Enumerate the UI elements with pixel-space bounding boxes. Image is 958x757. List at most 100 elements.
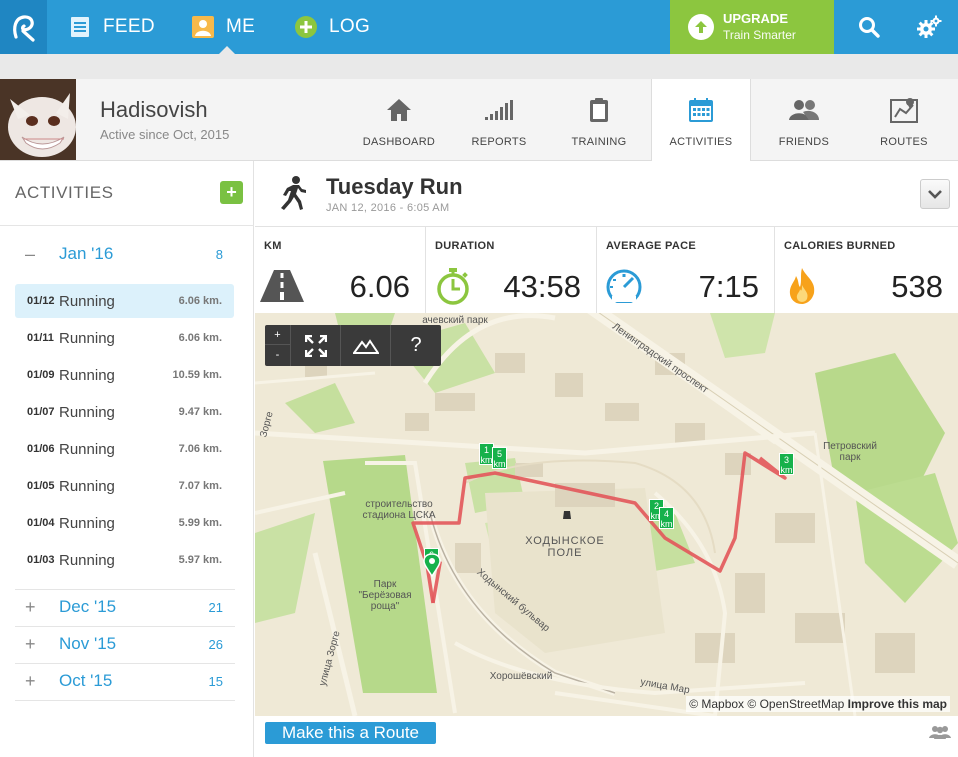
km-marker-unit: km [780, 465, 793, 475]
mountain-icon [352, 338, 379, 354]
search-button[interactable] [845, 0, 893, 54]
route-map-icon [854, 95, 954, 125]
activity-distance: 7.07 km. [178, 480, 222, 492]
activity-type: Running [59, 477, 115, 495]
stat-pace: AVERAGE PACE 7:15 [597, 227, 775, 313]
activity-date: 01/03 [27, 554, 55, 566]
activities-sidebar: ACTIVITIES + – Jan '16 8 01/12 Running 6… [0, 161, 254, 757]
fullscreen-icon [304, 334, 327, 357]
clipboard-icon [549, 95, 649, 125]
nav-log[interactable]: LOG [295, 0, 370, 54]
map-label: ачевский парк [422, 315, 488, 326]
active-nav-caret [219, 46, 235, 54]
activity-row[interactable]: 01/04 Running 5.99 km. [15, 506, 234, 540]
activity-options-button[interactable] [920, 179, 950, 209]
route-map[interactable]: ачевский парк строительство стадиона ЦСК… [255, 313, 958, 716]
activity-date: 01/04 [27, 517, 55, 529]
terrain-button[interactable] [341, 325, 391, 366]
month-row-oct-15[interactable]: + Oct '15 15 [15, 663, 235, 699]
tab-friends[interactable]: FRIENDS [754, 79, 854, 160]
activity-time: 6:05 AM [406, 202, 450, 214]
runner-icon [275, 175, 309, 211]
tab-activities[interactable]: ACTIVITIES [651, 79, 751, 161]
month-row-nov-15[interactable]: + Nov '15 26 [15, 626, 235, 662]
tab-dashboard[interactable]: DASHBOARD [349, 79, 449, 160]
activity-type: Running [59, 514, 115, 532]
separator: - [399, 202, 404, 214]
activity-type: Running [59, 329, 115, 347]
activity-date: 01/06 [27, 443, 55, 455]
month-count: 26 [208, 636, 223, 652]
top-nav: FEED ME LOG UPGRADE Train Smarter [0, 0, 958, 54]
attribution-osm[interactable]: © OpenStreetMap [747, 697, 845, 711]
stat-value: 6.06 [349, 269, 410, 304]
month-label: Oct '15 [59, 671, 113, 690]
tab-training-label: TRAINING [571, 136, 627, 148]
activity-header: Tuesday Run JAN 12, 2016 - 6:05 AM [255, 161, 958, 227]
upgrade-subtitle: Train Smarter [723, 28, 796, 42]
activity-row[interactable]: 01/07 Running 9.47 km. [15, 395, 234, 429]
feed-icon [69, 16, 91, 38]
stat-value: 43:58 [503, 269, 581, 304]
nav-me[interactable]: ME [192, 0, 255, 54]
improve-map-link[interactable]: Improve this map [847, 697, 947, 711]
road-icon [259, 265, 305, 307]
friends-icon [754, 95, 854, 125]
km-marker-unit: km [493, 459, 506, 469]
month-row-jan-16[interactable]: – Jan '16 8 [15, 236, 235, 272]
activity-row-selected[interactable]: 01/12 Running 6.06 km. [15, 284, 234, 318]
month-count: 21 [208, 599, 223, 615]
km-marker-number: 4 [663, 509, 669, 519]
month-row-dec-15[interactable]: + Dec '15 21 [15, 589, 235, 625]
calendar-icon [652, 95, 750, 125]
add-activity-button[interactable]: + [220, 181, 243, 204]
km-marker[interactable]: 4 km [659, 507, 674, 529]
km-marker[interactable]: 3 km [779, 453, 794, 475]
stat-value: 538 [891, 269, 943, 304]
make-route-button[interactable]: Make this a Route [265, 722, 436, 744]
tab-training[interactable]: TRAINING [549, 79, 649, 160]
activity-row[interactable]: 01/05 Running 7.07 km. [15, 469, 234, 503]
fullscreen-button[interactable] [291, 325, 341, 366]
upgrade-button[interactable]: UPGRADE Train Smarter [670, 0, 834, 54]
zoom-in-button[interactable]: + [265, 325, 290, 345]
tab-routes-label: ROUTES [880, 136, 928, 148]
map-tiles [255, 313, 958, 716]
activity-type: Running [59, 403, 115, 421]
activity-row[interactable]: 01/09 Running 10.59 km. [15, 358, 234, 392]
chevron-down-icon [928, 190, 942, 199]
activity-date: JAN 12, 2016 [326, 202, 397, 214]
divider [15, 663, 235, 664]
zoom-out-button[interactable]: - [275, 349, 280, 361]
expand-icon: + [25, 670, 36, 691]
map-label: Парк "Берёзовая роща" [358, 579, 412, 612]
map-label: строительство стадиона ЦСКА [362, 499, 436, 521]
search-icon [859, 17, 880, 38]
user-icon [192, 16, 214, 38]
avatar[interactable] [0, 79, 76, 160]
activity-row[interactable]: 01/06 Running 7.06 km. [15, 432, 234, 466]
activity-title: Tuesday Run [326, 174, 463, 199]
month-count: 15 [208, 673, 223, 689]
km-marker-unit: km [650, 511, 663, 521]
activity-type: Running [59, 292, 115, 310]
logo-icon[interactable] [0, 0, 47, 54]
activity-datetime: JAN 12, 2016 - 6:05 AM [326, 202, 449, 214]
activity-row[interactable]: 01/11 Running 6.06 km. [15, 321, 234, 355]
nav-feed[interactable]: FEED [69, 0, 155, 54]
tab-reports[interactable]: REPORTS [449, 79, 549, 160]
month-label: Jan '16 [59, 244, 114, 263]
tab-routes[interactable]: ROUTES [854, 79, 954, 160]
divider [15, 589, 235, 590]
sidebar-title: ACTIVITIES [15, 183, 114, 202]
group-icon[interactable] [929, 724, 951, 740]
settings-button[interactable] [905, 0, 953, 54]
help-button[interactable]: ? [410, 334, 422, 356]
km-marker[interactable]: 5 km [492, 447, 507, 469]
stat-label: DURATION [435, 240, 495, 252]
activity-row[interactable]: 01/03 Running 5.97 km. [15, 543, 234, 577]
km-marker-number: 3 [783, 455, 789, 465]
start-pin-icon[interactable] [423, 553, 441, 578]
attribution-mapbox[interactable]: © Mapbox [689, 697, 745, 711]
nav-me-label: ME [226, 16, 256, 37]
